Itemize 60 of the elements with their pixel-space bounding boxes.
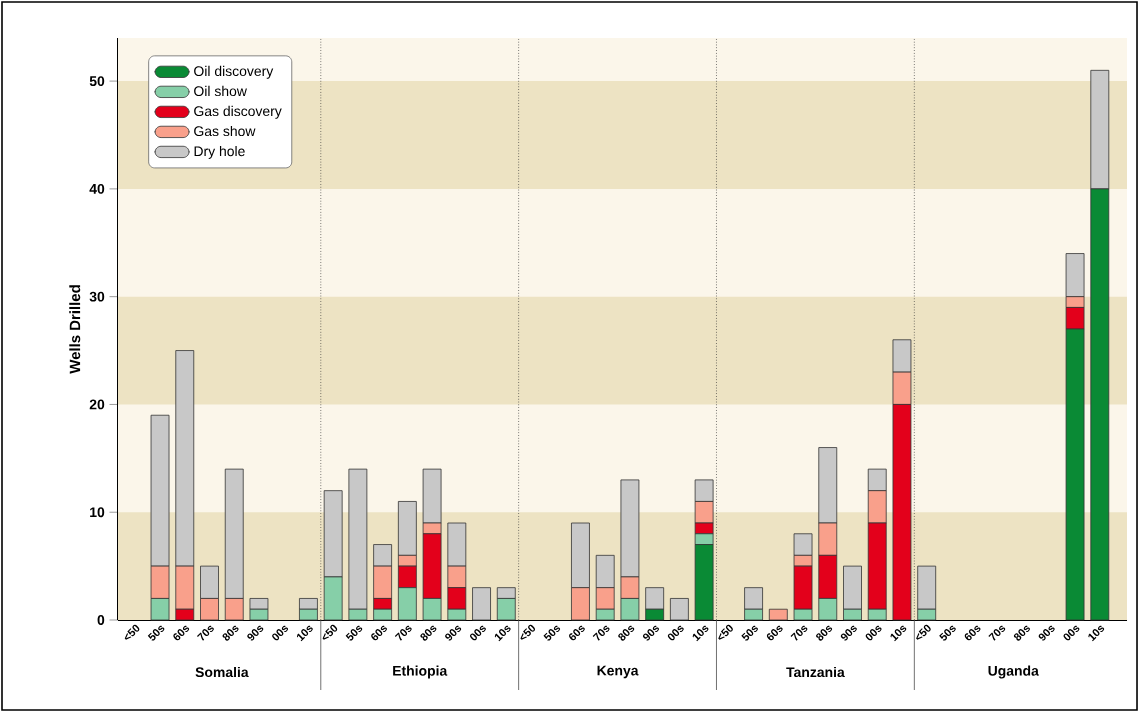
x-tick-label: 10s — [692, 625, 709, 642]
x-tick-label: 00s — [667, 625, 684, 641]
legend-label: Gas show — [194, 125, 256, 137]
x-tick-label: 10s — [296, 625, 313, 642]
x-tick-label: 70s — [394, 625, 412, 641]
legend-label: Oil show — [194, 85, 247, 97]
x-tick-label: 80s — [222, 625, 239, 641]
x-tick-label: 60s — [569, 625, 585, 641]
x-tick-label: <50 — [718, 624, 733, 640]
x-tick-label: 90s — [247, 625, 264, 641]
x-tick-label: <50 — [916, 624, 931, 640]
x-tick-label: 50s — [345, 625, 363, 641]
text: Uganda — [988, 665, 1039, 679]
x-tick-label: 60s — [964, 625, 981, 641]
y-tick-label: 0 — [97, 615, 105, 625]
x-tick-label: 50s — [741, 625, 758, 641]
y-tick-label: 10 — [90, 507, 105, 518]
x-tick-label: 00s — [1063, 625, 1080, 641]
bar — [472, 587, 491, 621]
x-tick-label: 80s — [1013, 625, 1030, 641]
legend-label: Dry hole — [194, 145, 245, 159]
y-tick-label: 40 — [89, 183, 105, 194]
x-tick-label: 70s — [197, 625, 214, 641]
x-tick-label: 00s — [469, 625, 486, 641]
x-tick-label: 10s — [890, 625, 907, 642]
x-tick-label: <50 — [322, 624, 338, 640]
legend-label: Gas discovery — [194, 105, 282, 119]
x-tick-label: 00s — [272, 625, 289, 641]
x-tick-label: 70s — [592, 625, 610, 641]
legend-label: Oil discovery — [194, 65, 274, 79]
x-tick-label: 80s — [420, 625, 437, 641]
x-tick-label: 90s — [445, 625, 462, 641]
bar — [669, 598, 689, 621]
bar — [768, 608, 788, 621]
x-tick-label: 90s — [840, 625, 857, 641]
x-tick-label: 00s — [865, 625, 882, 641]
y-tick-label: 50 — [89, 76, 105, 87]
x-tick-label: 80s — [618, 625, 635, 641]
x-tick-label: 60s — [173, 625, 190, 641]
x-tick-label: 50s — [147, 625, 165, 641]
y-tick-label: 30 — [89, 291, 105, 302]
text: Kenya — [597, 665, 639, 679]
x-tick-label: 50s — [939, 625, 956, 641]
x-tick-label: 90s — [642, 625, 660, 641]
y-tick-label: 20 — [89, 399, 105, 410]
text: Ethiopia — [393, 665, 448, 679]
x-tick-label: 10s — [494, 625, 511, 642]
x-tick-label: 90s — [1038, 625, 1055, 641]
x-tick-label: 70s — [790, 625, 808, 641]
x-tick-label: 60s — [766, 625, 783, 641]
y-axis-title: Wells Drilled — [69, 285, 81, 374]
x-tick-label: 10s — [1088, 625, 1105, 642]
x-tick-label: <50 — [124, 624, 140, 640]
x-tick-label: 70s — [988, 625, 1006, 641]
text: Somalia — [195, 666, 249, 678]
x-tick-label: 50s — [543, 625, 561, 641]
text: Tanzania — [786, 666, 845, 678]
x-tick-label: 80s — [816, 625, 833, 641]
x-tick-label: <50 — [520, 624, 536, 640]
x-tick-label: 60s — [371, 625, 387, 641]
